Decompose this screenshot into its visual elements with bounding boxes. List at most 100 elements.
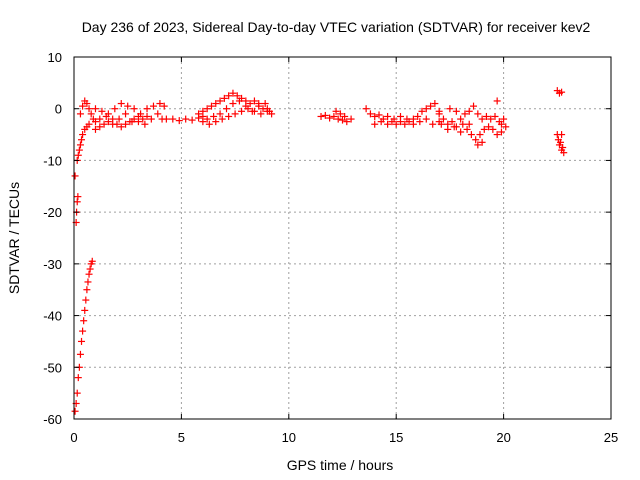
data-point (246, 100, 254, 108)
data-point (128, 118, 136, 126)
data-point (250, 97, 258, 105)
data-point (465, 107, 473, 115)
data-point (371, 112, 379, 120)
data-point (431, 100, 439, 108)
x-tick-label: 5 (178, 430, 185, 445)
data-point (418, 107, 426, 115)
data-point (71, 407, 79, 415)
data-point (493, 97, 501, 105)
data-point (218, 115, 226, 123)
data-point (88, 257, 96, 265)
data-point (233, 92, 241, 100)
data-point (205, 120, 213, 128)
y-tick-label: -40 (43, 309, 62, 324)
data-point (124, 102, 132, 110)
data-point (317, 112, 325, 120)
data-point (104, 118, 112, 126)
data-point (229, 100, 237, 108)
data-point (96, 123, 104, 131)
data-point (482, 112, 490, 120)
data-point (76, 110, 84, 118)
data-point (457, 115, 465, 123)
data-point (476, 131, 484, 139)
data-point (330, 112, 338, 120)
y-tick-label: 0 (55, 102, 62, 117)
data-point (384, 120, 392, 128)
x-tick-label: 10 (282, 430, 296, 445)
data-point (497, 128, 505, 136)
data-point (212, 100, 220, 108)
data-point (199, 107, 207, 115)
data-point (74, 151, 82, 159)
data-point (212, 118, 220, 126)
data-point (223, 105, 231, 113)
data-point (139, 115, 147, 123)
data-point (74, 374, 82, 382)
chart-title: Day 236 of 2023, Sidereal Day-to-day VTE… (82, 19, 591, 35)
data-point (396, 112, 404, 120)
data-point (257, 110, 265, 118)
data-point (79, 327, 87, 335)
data-point (73, 389, 81, 397)
data-point (457, 128, 465, 136)
y-tick-label: 10 (48, 50, 62, 65)
data-point (478, 138, 486, 146)
data-point (401, 120, 409, 128)
data-point (347, 115, 355, 123)
data-point (502, 123, 510, 131)
data-point (500, 115, 508, 123)
data-point (439, 115, 447, 123)
data-point (156, 100, 164, 108)
data-point (76, 141, 84, 149)
data-point (474, 110, 482, 118)
data-point (87, 110, 95, 118)
data-point (216, 110, 224, 118)
data-point (96, 115, 104, 123)
data-point (76, 350, 84, 358)
data-point (321, 111, 329, 119)
data-point (422, 115, 430, 123)
data-point (341, 112, 349, 120)
data-point (130, 105, 138, 113)
data-point (450, 123, 458, 131)
data-point (210, 112, 218, 120)
data-point (122, 120, 130, 128)
data-point (175, 117, 183, 125)
grid (74, 57, 611, 419)
data-point (336, 110, 344, 118)
data-point (375, 111, 383, 119)
data-point (366, 110, 374, 118)
data-point (459, 120, 467, 128)
data-point (231, 110, 239, 118)
data-point (467, 131, 475, 139)
data-point (493, 131, 501, 139)
data-point (147, 115, 155, 123)
data-point (392, 120, 400, 128)
x-tick-label: 15 (389, 430, 403, 445)
data-point (429, 120, 437, 128)
data-point (326, 114, 334, 122)
data-point (558, 131, 566, 139)
data-point (248, 107, 256, 115)
data-point (558, 88, 566, 96)
y-tick-label: -10 (43, 153, 62, 168)
data-point (149, 102, 157, 110)
y-tick-label: -60 (43, 412, 62, 427)
data-point (422, 105, 430, 113)
data-point (85, 270, 93, 278)
data-point (182, 115, 190, 123)
data-point (143, 105, 151, 113)
data-point (169, 115, 177, 123)
data-point (371, 120, 379, 128)
data-point (83, 100, 91, 108)
x-tick-label: 25 (604, 430, 618, 445)
data-point (557, 138, 565, 146)
data-point (332, 107, 340, 115)
data-point (403, 115, 411, 123)
data-point (91, 125, 99, 133)
data-point (497, 120, 505, 128)
data-point (71, 172, 79, 180)
data-point (559, 144, 567, 151)
data-point (487, 115, 495, 123)
data-point (154, 110, 162, 118)
